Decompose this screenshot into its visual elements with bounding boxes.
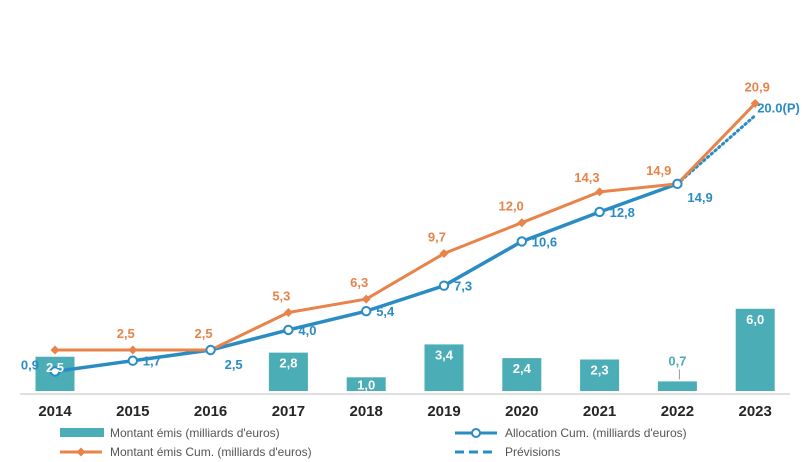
x-tick-2016: 2016 <box>194 403 227 420</box>
allocation-cum-marker-2019 <box>438 280 450 291</box>
allocation-cum-label-2020: 10,6 <box>532 234 557 249</box>
forecast-label-2023: 20.0(P) <box>757 101 800 116</box>
allocation-cum-marker-2020 <box>516 236 527 247</box>
issuance-cum-marker-2021 <box>595 187 605 197</box>
bar-label-2021: 2,3 <box>591 362 609 377</box>
issuance-cum-label-2017: 5,3 <box>272 288 290 303</box>
x-tick-2017: 2017 <box>272 403 305 420</box>
x-tick-2019: 2019 <box>427 403 460 420</box>
bar-label-2014: 2,5 <box>46 360 64 375</box>
bar-2022 <box>657 381 697 391</box>
legend-item-0: Montant émis (milliards d'euros) <box>60 426 280 440</box>
issuance-cum-label-2022: 14,9 <box>646 163 671 178</box>
legend-label-2: Montant émis Cum. (milliards d'euros) <box>110 445 312 459</box>
issuance-cum-marker-2017 <box>283 307 293 317</box>
issuance-cum-marker-2018 <box>361 294 371 304</box>
allocation-cum-marker-2017 <box>283 324 294 336</box>
allocation-cum-marker-2021 <box>594 206 605 218</box>
allocation-cum-marker-2014 <box>49 366 61 377</box>
data-labels: 2,5 2,8 1,0 3,4 2,4 2,3 0,7 6,0 2,5 2,5 5,3 6,3 9,7 1… <box>21 79 800 392</box>
allocation-cum-label-2019: 7,3 <box>454 279 472 294</box>
allocation-cum-label-2017: 4,0 <box>298 323 316 338</box>
legend-item-2: Montant émis Cum. (milliards d'euros) <box>60 445 312 459</box>
issuance-cum-marker-2020 <box>517 218 527 228</box>
x-tick-2020: 2020 <box>505 403 538 420</box>
allocation-cum-marker-2022 <box>672 178 683 190</box>
bar-2017 <box>268 352 308 391</box>
x-tick-labels: 2014 2015 2016 2017 2018 2019 2020 2021 2022 2023 <box>38 403 772 420</box>
legend-label-3: Prévisions <box>505 445 560 459</box>
allocation-cum-label-2018: 5,4 <box>376 304 395 319</box>
bar-2023 <box>735 308 775 391</box>
allocation-cum-label-2021: 12,8 <box>610 205 635 220</box>
allocation-cum-label-2015: 1,7 <box>143 354 161 369</box>
allocation-cum-label-2016: 2,5 <box>225 357 243 372</box>
x-tick-2021: 2021 <box>583 403 616 420</box>
allocation-cum-marker-2016 <box>205 344 216 356</box>
x-tick-2018: 2018 <box>350 403 383 420</box>
x-tick-2014: 2014 <box>38 403 72 420</box>
bar-2021 <box>580 359 620 391</box>
bar-label-2018: 1,0 <box>357 377 375 392</box>
legend-item-1: Allocation Cum. (milliards d'euros) <box>455 426 687 440</box>
allocation-cum-label-2014: 0,9 <box>21 357 39 372</box>
bar-series <box>35 308 775 391</box>
legend-label-0: Montant émis (milliards d'euros) <box>110 426 280 440</box>
legend-label-1: Allocation Cum. (milliards d'euros) <box>505 426 687 440</box>
x-tick-2023: 2023 <box>739 403 772 420</box>
bar-2019 <box>424 344 464 391</box>
issuance-cum-label-2019: 9,7 <box>428 230 446 245</box>
allocation-cum-marker-2015 <box>127 355 139 366</box>
x-tick-2015: 2015 <box>116 403 149 420</box>
bar-label-2020: 2,4 <box>513 361 532 376</box>
legend-swatch-circle <box>471 428 481 438</box>
bar-label-2022: 0,7 <box>668 353 686 368</box>
issuance-cum-label-2016: 2,5 <box>195 326 213 341</box>
legend-swatch-bar <box>60 428 104 437</box>
issuance-cum-marker-2014 <box>50 345 60 355</box>
legend-item-3: Prévisions <box>455 445 560 459</box>
issuance-cum-label-2021: 14,3 <box>574 170 599 185</box>
x-tick-2022: 2022 <box>661 403 694 420</box>
bar-2020 <box>502 358 542 391</box>
bar-label-2019: 3,4 <box>435 347 454 362</box>
bar-label-2023: 6,0 <box>746 312 764 327</box>
allocation-cum-marker-2018 <box>361 305 372 317</box>
issuance-cum-label-2015: 2,5 <box>117 326 135 341</box>
line-series <box>49 98 760 377</box>
legend-swatch-diamond <box>76 447 86 457</box>
allocation-cum-label-2022: 14,9 <box>687 190 712 205</box>
bar-2018 <box>346 377 386 391</box>
issuance-cum-label-2023: 20,9 <box>745 79 770 94</box>
issuance-cum-marker-2023 <box>750 98 760 108</box>
issuance-cum-line <box>53 101 757 352</box>
legend: Montant émis (milliards d'euros) Allocati… <box>60 426 687 459</box>
issuance-cum-label-2018: 6,3 <box>350 275 368 290</box>
issuance-cum-label-2020: 12,0 <box>498 199 523 214</box>
bar-label-2017: 2,8 <box>279 356 297 371</box>
issuance-cum-marker-2019 <box>439 249 449 259</box>
issuance-cum-marker-2015 <box>128 345 138 355</box>
